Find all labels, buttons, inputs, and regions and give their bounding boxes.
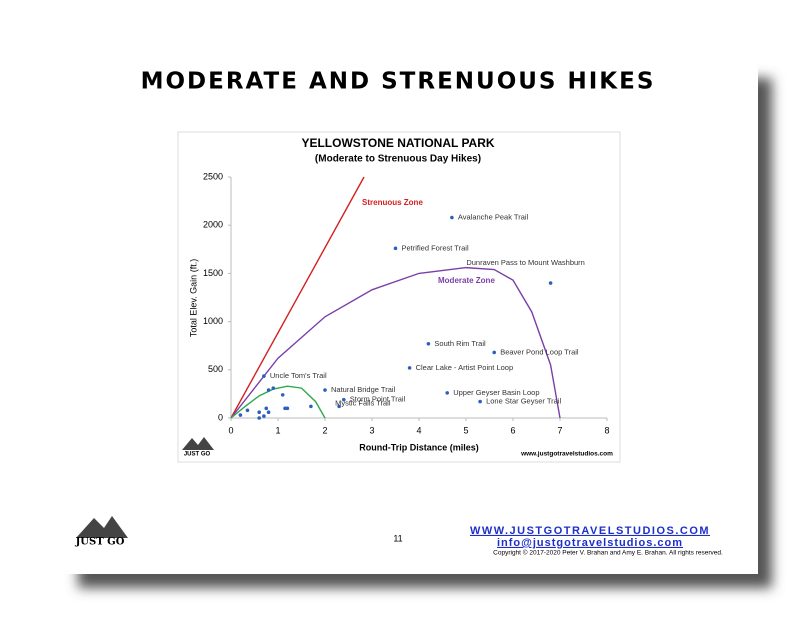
data-point — [407, 366, 412, 370]
copyright: Copyright © 2017-2020 Peter V. Brahan an… — [493, 549, 723, 557]
x-tick-label: 4 — [416, 425, 421, 435]
point-label: Dunraven Pass to Mount Washburn — [466, 258, 585, 267]
zone-curve — [230, 266, 561, 419]
chart-title: YELLOWSTONE NATIONAL PARK — [301, 136, 494, 150]
y-tick-label: 1500 — [203, 268, 223, 278]
point-label: Petrified Forest Trail — [402, 243, 469, 252]
x-tick-label: 8 — [604, 425, 609, 435]
data-point — [245, 408, 250, 413]
x-tick-label: 2 — [322, 425, 327, 435]
data-point — [271, 386, 276, 390]
chart-subtitle: (Moderate to Strenuous Day Hikes) — [315, 154, 481, 165]
point-label: Avalanche Peak Trail — [458, 212, 529, 221]
y-axis-label: Total Elev. Gain (ft.) — [188, 259, 198, 337]
slide-title: MODERATE AND STRENUOUS HIKES — [141, 69, 656, 95]
logo-icon — [76, 516, 128, 538]
data-point — [285, 406, 290, 411]
data-point — [337, 404, 341, 409]
x-tick-label: 6 — [510, 425, 515, 435]
data-point — [393, 246, 398, 251]
y-tick-label: 0 — [218, 412, 223, 422]
data-point — [478, 399, 482, 404]
point-label: Mystic Falls Trail — [335, 398, 391, 407]
logo-text: JUST GO — [75, 537, 125, 548]
data-point — [264, 406, 269, 411]
point-label: Lone Star Geyser Trail — [486, 397, 561, 406]
data-point — [342, 397, 346, 402]
website-link[interactable]: WWW.JUSTGOTRAVELSTUDIOS.COM — [470, 525, 710, 537]
point-label: Storm Point Trail — [350, 395, 406, 404]
data-point — [309, 404, 313, 409]
point-label: South Rim Trail — [434, 339, 486, 348]
data-point — [280, 393, 285, 397]
zone-label: Moderate Zone — [438, 276, 495, 285]
y-tick-label: 500 — [208, 364, 223, 374]
x-axis-label: Round-Trip Distance (miles) — [359, 442, 479, 452]
y-tick-label: 2000 — [203, 220, 223, 230]
point-label: Natural Bridge Trail — [331, 385, 396, 394]
x-tick-label: 1 — [275, 425, 280, 435]
data-point — [266, 410, 271, 415]
chart-frame — [177, 131, 621, 463]
y-tick-label: 2500 — [203, 171, 223, 181]
zone-curve — [230, 385, 326, 419]
zone-curve — [230, 176, 365, 419]
page-number: 11 — [393, 533, 402, 543]
point-label: Beaver Pond Loop Trail — [500, 347, 579, 356]
data-point — [257, 410, 262, 415]
data-point — [445, 391, 450, 395]
x-tick-label: 0 — [228, 425, 233, 435]
x-tick-label: 7 — [557, 425, 562, 435]
chart-logo-icon — [182, 437, 214, 450]
data-point — [257, 416, 262, 420]
chart-logo-text: JUST GO — [184, 452, 211, 458]
x-tick-label: 3 — [369, 425, 374, 435]
data-point — [262, 374, 266, 378]
data-point — [323, 388, 327, 392]
data-point — [450, 215, 454, 220]
data-point — [238, 413, 243, 417]
point-label: Clear Lake - Artist Point Loop — [416, 363, 514, 372]
data-point — [266, 388, 271, 392]
data-point — [262, 414, 266, 418]
email-link[interactable]: info@justgotravelstudios.com — [497, 537, 683, 549]
data-point — [492, 350, 497, 355]
point-label: Uncle Tom's Trail — [270, 371, 327, 380]
x-tick-label: 5 — [463, 425, 468, 435]
chart-source: www.justgotravelstudios.com — [520, 451, 613, 458]
point-label: Upper Geyser Basin Loop — [453, 388, 539, 397]
data-point — [548, 281, 553, 285]
zone-label: Strenuous Zone — [362, 198, 423, 207]
data-point — [426, 341, 431, 346]
y-tick-label: 1000 — [203, 316, 223, 326]
